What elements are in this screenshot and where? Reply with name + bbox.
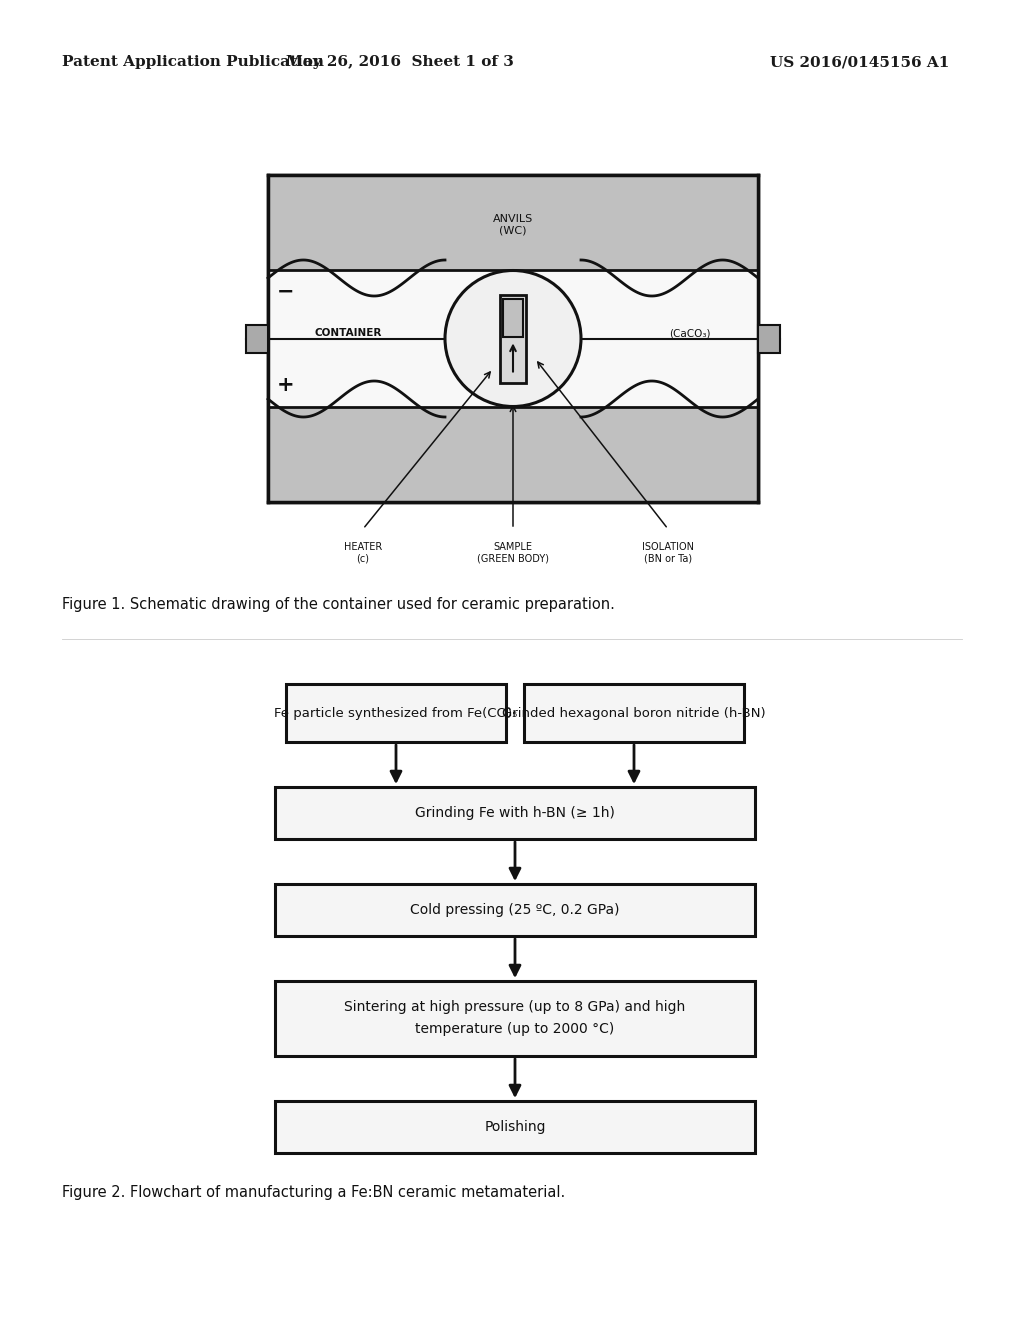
Bar [286, 684, 506, 742]
Bar [758, 325, 780, 352]
Text: US 2016/0145156 A1: US 2016/0145156 A1 [770, 55, 949, 69]
Text: Sintering at high pressure (up to 8 GPa) and high: Sintering at high pressure (up to 8 GPa)… [344, 1001, 686, 1015]
Text: Polishing: Polishing [484, 1119, 546, 1134]
Text: Figure 2. Flowchart of manufacturing a Fe:BN ceramic metamaterial.: Figure 2. Flowchart of manufacturing a F… [62, 1185, 565, 1200]
Bar [275, 1101, 755, 1152]
Text: ISOLATION
(BN or Ta): ISOLATION (BN or Ta) [642, 543, 694, 564]
Bar [500, 294, 526, 383]
Bar [275, 787, 755, 840]
Bar [268, 176, 758, 271]
Text: Fe particle synthesized from Fe(CO)₅: Fe particle synthesized from Fe(CO)₅ [274, 706, 518, 719]
Text: Patent Application Publication: Patent Application Publication [62, 55, 324, 69]
Bar [268, 271, 758, 407]
Text: +: + [278, 375, 295, 395]
Bar [275, 981, 755, 1056]
Text: May 26, 2016  Sheet 1 of 3: May 26, 2016 Sheet 1 of 3 [286, 55, 514, 69]
Circle shape [445, 271, 581, 407]
Bar [275, 884, 755, 936]
Bar [268, 176, 758, 502]
Text: CONTAINER: CONTAINER [314, 329, 382, 338]
Text: temperature (up to 2000 °C): temperature (up to 2000 °C) [416, 1023, 614, 1036]
Text: Cold pressing (25 ºC, 0.2 GPa): Cold pressing (25 ºC, 0.2 GPa) [411, 903, 620, 917]
Text: Grinded hexagonal boron nitride (h-BN): Grinded hexagonal boron nitride (h-BN) [502, 706, 766, 719]
Bar [246, 325, 268, 352]
Text: −: − [278, 282, 295, 302]
Bar [503, 298, 523, 337]
Text: Grinding Fe with h-BN (≥ 1h): Grinding Fe with h-BN (≥ 1h) [415, 807, 615, 820]
Text: Figure 1. Schematic drawing of the container used for ceramic preparation.: Figure 1. Schematic drawing of the conta… [62, 597, 614, 612]
Bar [524, 684, 744, 742]
Text: HEATER
(c): HEATER (c) [344, 543, 382, 564]
Text: SAMPLE
(GREEN BODY): SAMPLE (GREEN BODY) [477, 543, 549, 564]
Text: ANVILS
(WC): ANVILS (WC) [493, 214, 534, 236]
Text: (CaCO₃): (CaCO₃) [670, 329, 711, 338]
Bar [268, 407, 758, 502]
